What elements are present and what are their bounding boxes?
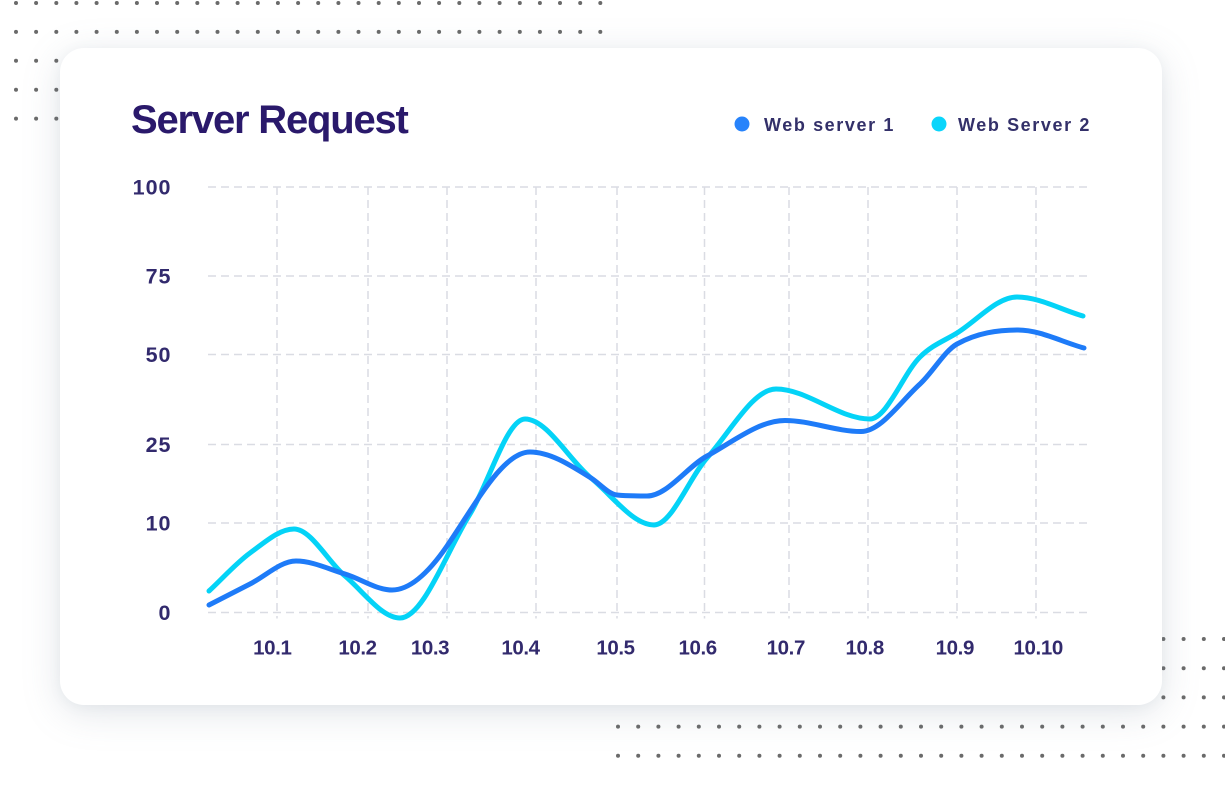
svg-text:10.10: 10.10 — [1014, 637, 1063, 660]
svg-text:Server Request: Server Request — [131, 98, 409, 142]
svg-text:75: 75 — [146, 265, 172, 289]
svg-text:50: 50 — [146, 343, 172, 367]
svg-text:10.6: 10.6 — [678, 637, 716, 660]
svg-text:10.9: 10.9 — [936, 637, 974, 660]
svg-text:Web Server 2: Web Server 2 — [958, 115, 1091, 135]
svg-text:0: 0 — [159, 601, 172, 625]
svg-text:10.2: 10.2 — [338, 637, 376, 660]
svg-text:25: 25 — [146, 433, 172, 457]
svg-text:Web server 1: Web server 1 — [764, 115, 895, 135]
svg-text:10.7: 10.7 — [767, 637, 805, 660]
svg-text:10.4: 10.4 — [501, 637, 540, 660]
svg-text:10: 10 — [146, 512, 172, 536]
svg-text:10.5: 10.5 — [596, 637, 634, 660]
svg-text:10.8: 10.8 — [846, 637, 884, 660]
svg-text:100: 100 — [133, 176, 172, 200]
svg-text:10.3: 10.3 — [411, 637, 449, 660]
svg-text:10.1: 10.1 — [253, 637, 291, 660]
